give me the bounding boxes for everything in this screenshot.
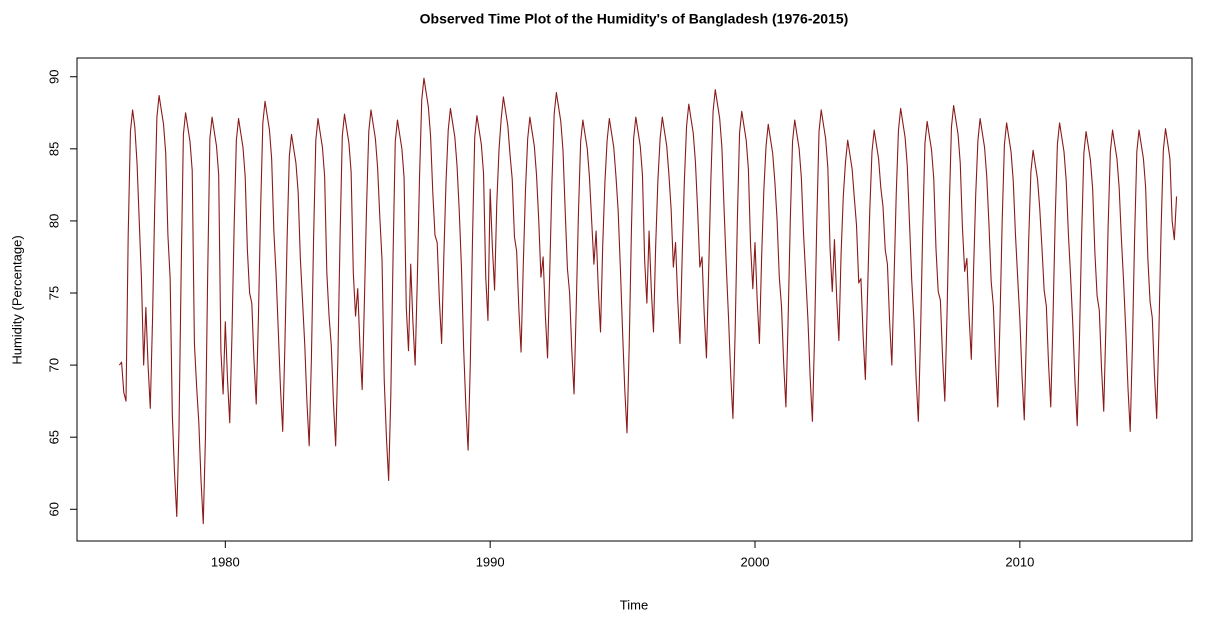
- chart-title: Observed Time Plot of the Humidity's of …: [420, 11, 849, 27]
- y-tick-label: 60: [46, 502, 61, 516]
- y-tick-label: 90: [46, 70, 61, 84]
- x-tick-label: 1990: [476, 554, 505, 569]
- y-tick-label: 70: [46, 358, 61, 372]
- y-axis-label: Humidity (Percentage): [9, 235, 24, 364]
- y-tick-label: 85: [46, 142, 61, 156]
- x-tick-label: 1980: [211, 554, 240, 569]
- y-tick-label: 65: [46, 430, 61, 444]
- x-tick-label: 2010: [1005, 554, 1034, 569]
- y-tick-label: 80: [46, 214, 61, 228]
- y-tick-label: 75: [46, 286, 61, 300]
- data-line: [118, 77, 1178, 525]
- x-axis-label: Time: [620, 597, 648, 612]
- x-tick-label: 2000: [741, 554, 770, 569]
